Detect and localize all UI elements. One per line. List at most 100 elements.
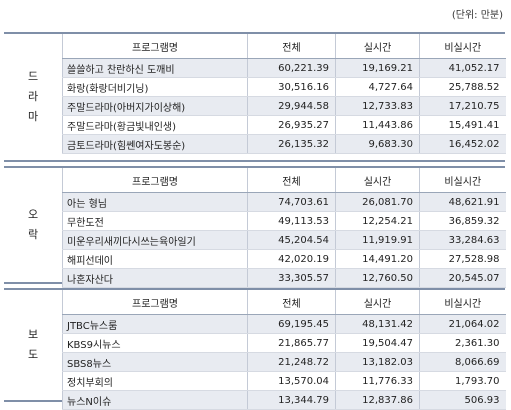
total-value: 21,248.72	[247, 352, 336, 372]
section-label-char: 도	[27, 348, 39, 361]
section-entertainment: 오 락 프로그램명 전체 실시간 비실시간 아는 형님 74,703.61 26…	[4, 166, 506, 288]
nonrealtime-value: 2,361.30	[419, 333, 506, 353]
realtime-value: 14,491.20	[335, 249, 420, 269]
total-value: 45,204.54	[247, 230, 336, 250]
total-value: 42,020.19	[247, 249, 336, 269]
table-row: 주말드라마(황금빛내인생) 26,935.27 11,443.86 15,491…	[62, 115, 506, 135]
program-name: 화랑(화랑더비기닝)	[62, 77, 248, 97]
program-name: KBS9시뉴스	[62, 333, 248, 353]
total-value: 33,305.57	[247, 268, 336, 288]
column-header-name: 프로그램명	[62, 290, 248, 315]
nonrealtime-value: 33,284.63	[419, 230, 506, 250]
nonrealtime-value: 16,452.02	[419, 134, 506, 154]
total-value: 26,935.27	[247, 115, 336, 135]
column-header-total: 전체	[247, 290, 336, 315]
table-row: 뉴스N이슈 13,344.79 12,837.86 506.93	[62, 390, 506, 410]
realtime-value: 11,776.33	[335, 371, 420, 391]
column-header-total: 전체	[247, 34, 336, 59]
realtime-value: 12,837.86	[335, 390, 420, 410]
section-label-char: 보	[27, 328, 39, 341]
column-header-nonrealtime: 비실시간	[419, 34, 506, 59]
program-name: 주말드라마(황금빛내인생)	[62, 115, 248, 135]
column-header-name: 프로그램명	[62, 168, 248, 193]
total-value: 29,944.58	[247, 96, 336, 116]
realtime-value: 19,504.47	[335, 333, 420, 353]
section-label-text: 오 락	[28, 205, 38, 245]
nonrealtime-value: 8,066.69	[419, 352, 506, 372]
column-header-realtime: 실시간	[335, 290, 420, 315]
program-name: 무한도전	[62, 211, 248, 231]
nonrealtime-value: 36,859.32	[419, 211, 506, 231]
realtime-value: 19,169.21	[335, 58, 420, 78]
nonrealtime-value: 48,621.91	[419, 192, 506, 212]
total-value: 30,516.16	[247, 77, 336, 97]
header-row: 프로그램명 전체 실시간 비실시간	[62, 168, 506, 193]
total-value: 13,570.04	[247, 371, 336, 391]
unit-note: (단위: 만분)	[451, 10, 503, 21]
column-header-name: 프로그램명	[62, 34, 248, 59]
total-value: 49,113.53	[247, 211, 336, 231]
program-name: 뉴스N이슈	[62, 390, 248, 410]
section-label: 드 라 마	[4, 34, 62, 160]
total-value: 60,221.39	[247, 58, 336, 78]
table-row: JTBC뉴스룸 69,195.45 48,131.42 21,064.02	[62, 314, 506, 334]
nonrealtime-value: 20,545.07	[419, 268, 506, 288]
section-label: 보 도	[4, 290, 62, 400]
header-row: 프로그램명 전체 실시간 비실시간	[62, 34, 506, 59]
realtime-value: 12,254.21	[335, 211, 420, 231]
column-header-realtime: 실시간	[335, 34, 420, 59]
program-name: JTBC뉴스룸	[62, 314, 248, 334]
table-row: 화랑(화랑더비기닝) 30,516.16 4,727.64 25,788.52	[62, 77, 506, 97]
section-news: 보 도 프로그램명 전체 실시간 비실시간 JTBC뉴스룸 69,195.45 …	[4, 288, 506, 410]
column-header-nonrealtime: 비실시간	[419, 168, 506, 193]
program-name: 미운우리새끼다시쓰는육아일기	[62, 230, 248, 250]
program-name: 나혼자산다	[62, 268, 248, 288]
table-row: 주말드라마(아버지가이상해) 29,944.58 12,733.83 17,21…	[62, 96, 506, 116]
section-label-char: 오	[27, 208, 39, 221]
program-name: 해피선데이	[62, 249, 248, 269]
program-name: 금토드라마(힘쎈여자도봉순)	[62, 134, 248, 154]
program-name: 주말드라마(아버지가이상해)	[62, 96, 248, 116]
table-row: 미운우리새끼다시쓰는육아일기 45,204.54 11,919.91 33,28…	[62, 230, 506, 250]
table-row: 아는 형님 74,703.61 26,081.70 48,621.91	[62, 192, 506, 212]
column-header-nonrealtime: 비실시간	[419, 290, 506, 315]
total-value: 13,344.79	[247, 390, 336, 410]
nonrealtime-value: 25,788.52	[419, 77, 506, 97]
section-label-char: 락	[27, 228, 39, 241]
nonrealtime-value: 21,064.02	[419, 314, 506, 334]
section-label-text: 드 라 마	[28, 67, 38, 127]
total-value: 74,703.61	[247, 192, 336, 212]
nonrealtime-value: 27,528.98	[419, 249, 506, 269]
table-row: 무한도전 49,113.53 12,254.21 36,859.32	[62, 211, 506, 231]
realtime-value: 4,727.64	[335, 77, 420, 97]
program-name: SBS8뉴스	[62, 352, 248, 372]
table-row: 정치부회의 13,570.04 11,776.33 1,793.70	[62, 371, 506, 391]
header-row: 프로그램명 전체 실시간 비실시간	[62, 290, 506, 315]
realtime-value: 11,919.91	[335, 230, 420, 250]
ratings-table: 프로그램명 전체 실시간 비실시간 아는 형님 74,703.61 26,081…	[62, 168, 506, 288]
column-header-realtime: 실시간	[335, 168, 420, 193]
nonrealtime-value: 41,052.17	[419, 58, 506, 78]
program-name: 쓸쓸하고 찬란하신 도깨비	[62, 58, 248, 78]
nonrealtime-value: 15,491.41	[419, 115, 506, 135]
realtime-value: 13,182.03	[335, 352, 420, 372]
nonrealtime-value: 17,210.75	[419, 96, 506, 116]
section-drama: 드 라 마 프로그램명 전체 실시간 비실시간 쓸쓸하고 찬란하신 도깨비 60…	[4, 32, 506, 162]
section-label-char: 라	[27, 90, 39, 103]
realtime-value: 48,131.42	[335, 314, 420, 334]
realtime-value: 9,683.30	[335, 134, 420, 154]
nonrealtime-value: 506.93	[419, 390, 506, 410]
total-value: 21,865.77	[247, 333, 336, 353]
program-name: 정치부회의	[62, 371, 248, 391]
ratings-table: 프로그램명 전체 실시간 비실시간 쓸쓸하고 찬란하신 도깨비 60,221.3…	[62, 34, 506, 154]
table-row: 금토드라마(힘쎈여자도봉순) 26,135.32 9,683.30 16,452…	[62, 134, 506, 154]
total-value: 26,135.32	[247, 134, 336, 154]
program-name: 아는 형님	[62, 192, 248, 212]
table-row: 쓸쓸하고 찬란하신 도깨비 60,221.39 19,169.21 41,052…	[62, 58, 506, 78]
section-label-char: 마	[27, 110, 39, 123]
table-row: KBS9시뉴스 21,865.77 19,504.47 2,361.30	[62, 333, 506, 353]
realtime-value: 26,081.70	[335, 192, 420, 212]
ratings-table: 프로그램명 전체 실시간 비실시간 JTBC뉴스룸 69,195.45 48,1…	[62, 290, 506, 410]
realtime-value: 11,443.86	[335, 115, 420, 135]
nonrealtime-value: 1,793.70	[419, 371, 506, 391]
